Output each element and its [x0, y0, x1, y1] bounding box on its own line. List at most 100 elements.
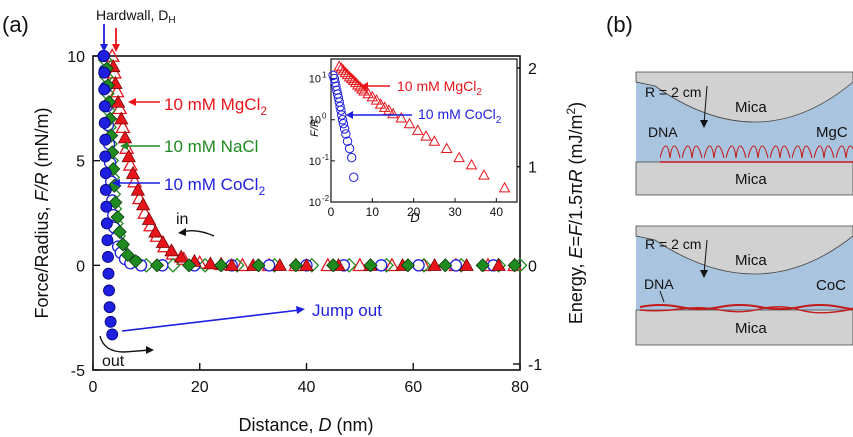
point-mgcl2-approach: [131, 190, 148, 205]
inset-point-cocl2: [337, 110, 347, 120]
dna-label: DNA: [648, 124, 678, 140]
y2-tick-label: 2: [528, 61, 537, 78]
inset-point-mgcl2: [339, 66, 352, 78]
inset-point-cocl2: [338, 119, 349, 129]
point-mgcl2-separation: [173, 249, 189, 263]
inset-x-tick-label: 30: [448, 205, 462, 219]
inset-point-mgcl2: [378, 101, 391, 112]
mica-top-surface: [635, 71, 853, 123]
inset-legend-cocl2: 10 mM CoCl2: [418, 106, 502, 126]
legend-nacl: 10 mM NaCl: [164, 137, 258, 156]
radius-label: R = 2 cm: [645, 236, 701, 252]
radius-arrowhead: [700, 270, 708, 278]
point-nacl-separation: [438, 258, 453, 273]
mica-top-label: Mica: [735, 99, 767, 116]
hardwall-label: Hardwall, DH: [96, 7, 176, 26]
inset-point-mgcl2: [345, 72, 358, 84]
point-mgcl2-approach: [143, 217, 159, 232]
inset-frame: [330, 58, 518, 203]
hardwall-arrowhead-blue: [100, 44, 108, 52]
point-nacl-separation: [120, 247, 135, 262]
x-tick-label: 80: [511, 379, 529, 396]
legend-arrowhead-mgcl2: [128, 98, 136, 106]
point-cocl2-separation: [99, 167, 112, 180]
inset-point-cocl2: [349, 172, 359, 182]
dna-baseline: [639, 306, 853, 314]
point-nacl-separation: [288, 258, 303, 273]
mica-bottom-surface: [635, 309, 853, 346]
solution-label: MgC: [816, 124, 848, 141]
point-cocl2-separation: [103, 284, 115, 297]
point-cocl2-separation: [97, 50, 110, 62]
inset-point-mgcl2: [498, 181, 511, 193]
arrow-in: [181, 229, 215, 237]
point-nacl-separation: [149, 258, 165, 273]
point-nacl-separation: [363, 258, 378, 273]
inset-y-tick-label: 10: [309, 115, 321, 127]
point-mgcl2-approach: [137, 205, 153, 219]
data-points: [97, 48, 528, 341]
dna-label: DNA: [644, 276, 674, 292]
point-mgcl2-approach: [112, 100, 128, 115]
annotation-out: out: [102, 353, 125, 370]
y-axis-label: Force/Radius, F/R (mN/m): [32, 107, 52, 318]
inset-point-mgcl2: [374, 98, 387, 109]
inset-point-mgcl2: [356, 82, 368, 94]
dna-layer: [660, 144, 853, 162]
point-nacl-separation: [112, 224, 127, 239]
point-mgcl2-separation: [125, 165, 141, 179]
inset-point-mgcl2: [387, 107, 399, 119]
point-nacl-separation: [110, 210, 125, 225]
hardwall-arrowhead-red: [112, 44, 120, 52]
inset-x-tick-label: 40: [490, 205, 504, 219]
point-mgcl2-separation: [148, 224, 163, 238]
inset-point-mgcl2: [333, 60, 346, 71]
point-mgcl2-separation: [491, 258, 506, 271]
point-nacl-separation: [251, 258, 266, 273]
point-cocl2-separation: [102, 267, 115, 280]
point-mgcl2-separation: [114, 111, 129, 125]
inset-point-mgcl2: [349, 76, 362, 88]
inset-point-mgcl2: [366, 90, 379, 102]
point-mgcl2-separation: [224, 258, 239, 271]
inset-data-points: [328, 60, 511, 193]
legend-mgcl2: 10 mM MgCl2: [164, 95, 267, 118]
inset-x-label: D: [410, 210, 419, 225]
inset-y-label: F/R: [309, 119, 321, 137]
point-cocl2-separation: [100, 200, 113, 213]
radius-arrowhead: [700, 120, 708, 128]
inset-point-cocl2: [341, 129, 351, 139]
point-mgcl2-approach: [384, 257, 400, 272]
inset-point-cocl2: [344, 143, 355, 154]
inset-point-mgcl2: [383, 104, 395, 115]
inset-point-cocl2: [346, 152, 357, 163]
inset-point-mgcl2: [337, 64, 350, 75]
inset-y-tick-label: 10: [309, 197, 321, 209]
point-mgcl2-separation: [203, 256, 218, 270]
inset-point-mgcl2: [352, 78, 364, 90]
point-cocl2-separation: [98, 83, 111, 96]
inset-legend-mgcl2: 10 mM MgCl2: [397, 78, 482, 98]
inset-point-mgcl2: [370, 94, 383, 105]
point-nacl-separation: [182, 258, 197, 273]
inset-x-tick-label: 10: [366, 205, 380, 219]
point-cocl2-separation: [98, 66, 111, 79]
point-cocl2-separation: [103, 301, 116, 314]
point-mgcl2-approach: [115, 119, 131, 134]
point-nacl-separation: [115, 237, 130, 252]
point-cocl2-separation: [98, 117, 111, 129]
dna-pointer: [659, 290, 665, 303]
mica-bottom-label: Mica: [735, 171, 767, 188]
x-tick-label: 20: [191, 379, 209, 396]
legend-arrowhead-nacl: [120, 142, 128, 150]
point-nacl-separation: [128, 254, 143, 269]
y-tick-label: 0: [76, 258, 85, 275]
annotation-jump-out: Jump out: [312, 301, 382, 320]
arrow-jump-out: [121, 309, 301, 332]
y2-tick-label: 0: [528, 258, 537, 275]
arrowhead-jump-out: [296, 306, 305, 314]
inset-point-cocl2: [342, 136, 353, 146]
inset-legend-arrowhead-mgcl2: [361, 82, 368, 90]
point-mgcl2-separation: [121, 149, 136, 163]
inset-point-cocl2: [333, 93, 344, 103]
